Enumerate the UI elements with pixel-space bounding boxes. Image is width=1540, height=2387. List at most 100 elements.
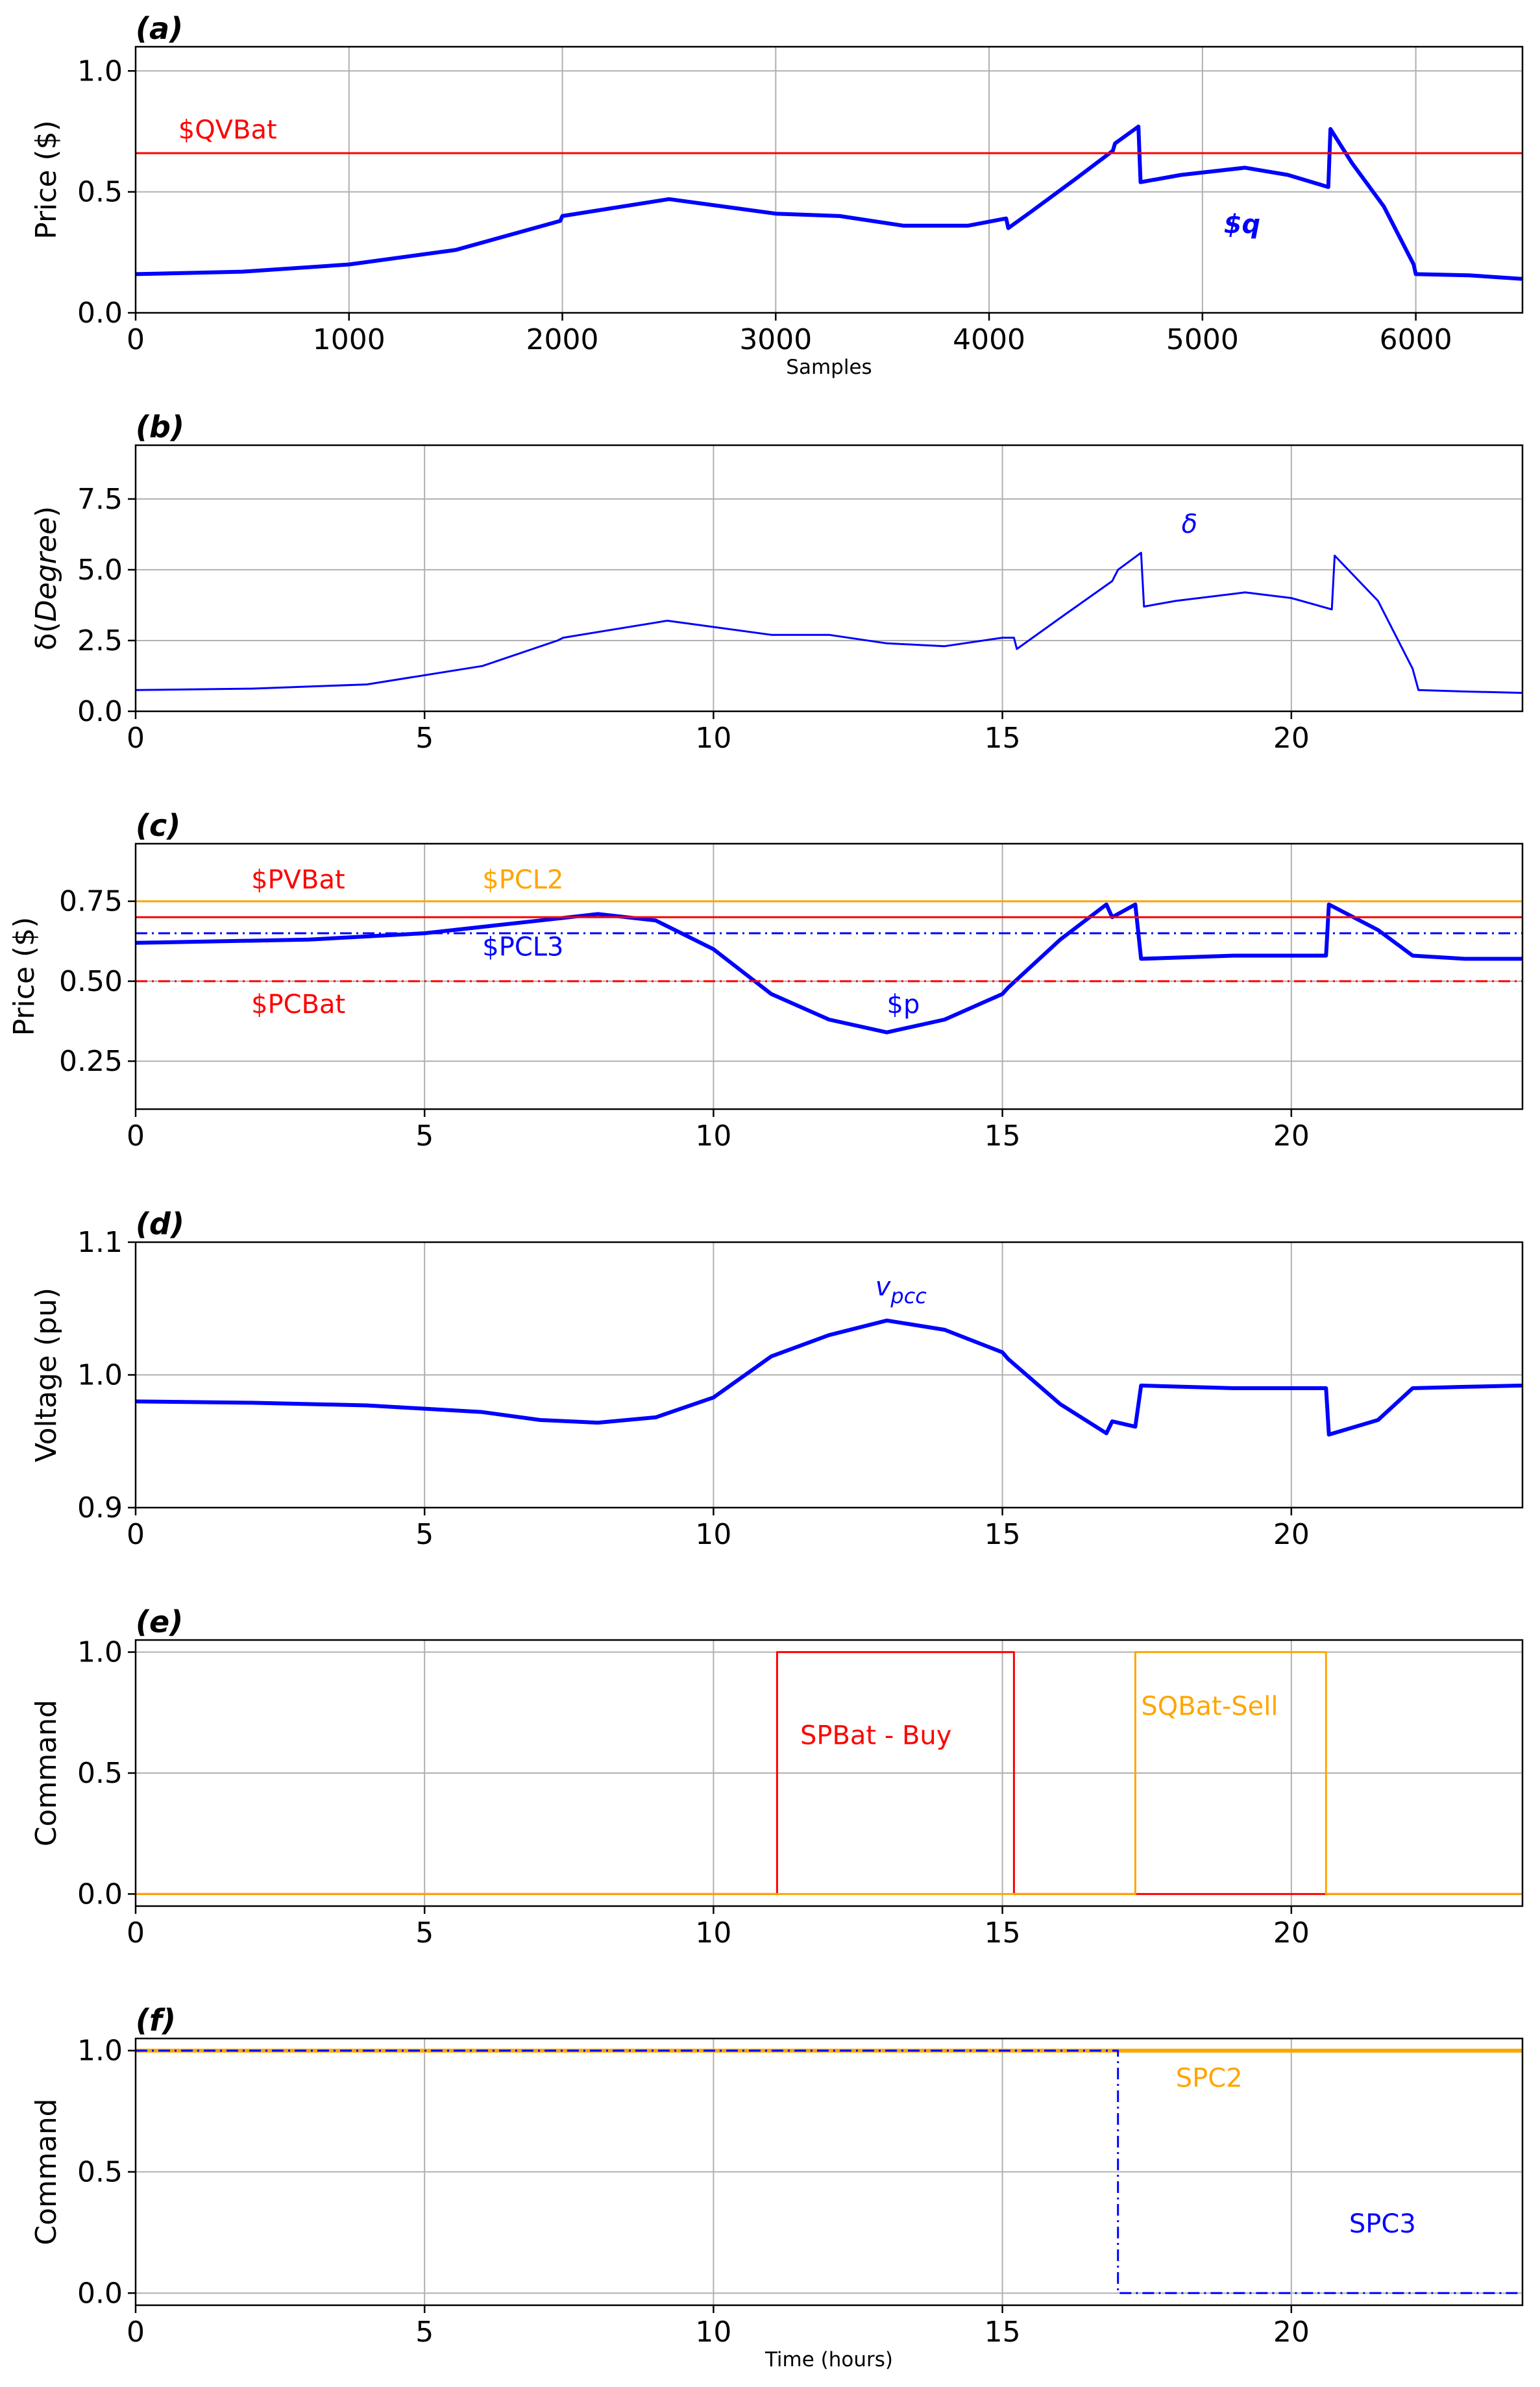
- annotation-label: $p: [887, 990, 920, 1020]
- series-group: [136, 125, 1522, 281]
- chart-panel: 0 5 10 15 20 0.25 0.50 0.75 Price ($) (c) $PVBat $P…: [8, 808, 1524, 1153]
- x-tick-label: 0: [127, 1916, 145, 1950]
- y-tick-label: 0.0: [77, 695, 123, 728]
- annotation-label: vpcc: [875, 1272, 927, 1308]
- x-tick-label: 0: [127, 722, 145, 755]
- x-tick-label: 10: [695, 1916, 731, 1950]
- y-axis-label-symbol: δ(: [30, 622, 63, 650]
- panel-label: (c): [136, 808, 180, 843]
- y-tick-label: 0.25: [59, 1045, 123, 1078]
- annotation-label: SPBat - Buy: [800, 1720, 951, 1750]
- x-tick-label: 0: [127, 1518, 145, 1551]
- x-tick-label: 4000: [953, 323, 1025, 356]
- y-axis-label: Price ($): [8, 917, 41, 1036]
- series-line-sqbatsell: [136, 1651, 1522, 1895]
- x-tick-label: 20: [1273, 722, 1310, 755]
- x-tick-label: 10: [695, 1120, 731, 1153]
- axes-frame: [134, 45, 1524, 314]
- y-tick-label: 0.0: [77, 2277, 123, 2310]
- annotation-label: $q: [1224, 210, 1260, 239]
- axes-frame: [134, 444, 1524, 713]
- x-axis-label: Samples: [786, 356, 872, 379]
- annotation-label: $PCL2: [482, 865, 563, 895]
- y-tick-label: 0.5: [77, 176, 123, 209]
- x-tick-label: 3000: [739, 323, 812, 356]
- y-tick-label: 1.0: [77, 55, 123, 88]
- annotation-label: SQBat-Sell: [1141, 1692, 1278, 1722]
- series-group: [136, 552, 1522, 694]
- series-line-: [136, 552, 1522, 694]
- y-tick-label: 1.1: [77, 1226, 123, 1259]
- y-axis-label: Voltage (pu): [30, 1288, 63, 1462]
- x-tick-label: 10: [695, 1518, 731, 1551]
- y-tick-label: 0.5: [77, 2156, 123, 2189]
- x-tick-label: 15: [984, 1518, 1021, 1551]
- series-group: [136, 2048, 1522, 2294]
- y-tick-label: 0.50: [59, 965, 123, 998]
- x-tick-label: 5: [415, 1916, 434, 1950]
- x-tick-label: 1000: [313, 323, 385, 356]
- series-group: [136, 900, 1522, 1034]
- y-tick-label: 0.0: [77, 297, 123, 330]
- axes-frame: [134, 842, 1524, 1110]
- panel-label: (b): [136, 410, 184, 445]
- y-tick-label: 7.5: [77, 483, 123, 516]
- x-tick-label: 20: [1273, 1120, 1310, 1153]
- y-tick-label: 2.5: [77, 624, 123, 657]
- x-tick-label: 15: [984, 1916, 1021, 1950]
- panel-label: (f): [136, 2003, 176, 2038]
- annotation-label: $PCL3: [482, 932, 563, 962]
- y-tick-label: 1.0: [77, 1359, 123, 1392]
- y-axis-label: Command: [30, 1700, 63, 1846]
- y-axis-label: Command: [30, 2098, 63, 2245]
- chart-panel: 0 5 10 15 20 0.0 0.5 1.0 Command (e) SPBat - Buy SQ…: [30, 1604, 1524, 1950]
- x-tick-label: 20: [1273, 1916, 1310, 1950]
- chart-panel: 0 5 10 15 20 0.9 1.0 1.1 Voltage (pu) (d) vpcc: [30, 1206, 1524, 1551]
- y-tick-label: 1.0: [77, 1636, 123, 1669]
- x-tick-label: 5: [415, 1518, 434, 1551]
- annotation-subscript: pcc: [890, 1284, 927, 1308]
- x-tick-label: 5000: [1166, 323, 1239, 356]
- x-tick-label: 15: [984, 722, 1021, 755]
- y-tick-label: 0.0: [77, 1878, 123, 1911]
- panel-label: (a): [136, 11, 183, 46]
- annotation-label: SPC2: [1176, 2064, 1243, 2094]
- annotation-label: $PCBat: [251, 990, 345, 1020]
- series-line-q: [136, 125, 1522, 281]
- series-group: [136, 1318, 1522, 1437]
- x-tick-label: 0: [127, 323, 145, 356]
- annotation-label: δ: [1182, 509, 1197, 539]
- x-tick-label: 5: [415, 722, 434, 755]
- x-tick-label: 6000: [1380, 323, 1452, 356]
- y-tick-label: 0.5: [77, 1757, 123, 1790]
- annotation-label: $PVBat: [251, 865, 345, 895]
- x-tick-label: 20: [1273, 2316, 1310, 2349]
- chart-panel: 0 1000 2000 3000 4000 5000 6000 0.0 0.5 1.0 Price …: [30, 11, 1524, 379]
- x-tick-label: 10: [695, 722, 731, 755]
- y-axis-label-close: ): [30, 506, 63, 517]
- panel-label: (d): [136, 1206, 184, 1242]
- y-tick-label: 0.75: [59, 885, 123, 918]
- y-tick-label: 5.0: [77, 554, 123, 587]
- series-line-p: [136, 902, 1522, 1034]
- chart-panel: 0 5 10 15 20 0.0 2.5 5.0 7.5 δ(Degree) (b) δ: [30, 410, 1524, 755]
- x-tick-label: 15: [984, 2316, 1021, 2349]
- y-axis-label: Price ($): [30, 120, 63, 239]
- series-line-vpcc: [136, 1318, 1522, 1437]
- x-tick-label: 15: [984, 1120, 1021, 1153]
- x-tick-label: 0: [127, 1120, 145, 1153]
- x-tick-label: 20: [1273, 1518, 1310, 1551]
- x-tick-label: 0: [127, 2316, 145, 2349]
- y-tick-label: 0.9: [77, 1491, 123, 1524]
- x-tick-label: 10: [695, 2316, 731, 2349]
- y-axis-label-unit: Degree: [30, 517, 63, 622]
- panel-label: (e): [136, 1604, 183, 1639]
- annotation-label: SPC3: [1349, 2209, 1416, 2239]
- y-axis-label: δ(Degree): [30, 506, 63, 650]
- x-tick-label: 2000: [526, 323, 599, 356]
- x-axis-label: Time (hours): [764, 2348, 893, 2371]
- x-tick-label: 5: [415, 2316, 434, 2349]
- annotation-label: $QVBat: [178, 116, 277, 145]
- chart-panel: 0 5 10 15 20 0.0 0.5 1.0 Command Time (hours) (f) S…: [30, 2003, 1524, 2371]
